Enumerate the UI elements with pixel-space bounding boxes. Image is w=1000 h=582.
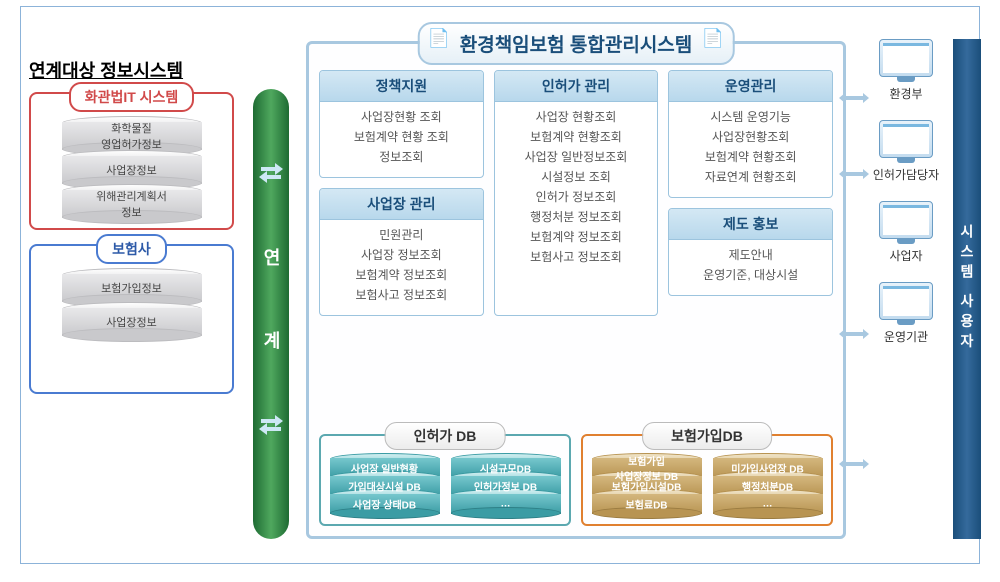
db-cylinder: 인허가정보 DB (451, 476, 561, 496)
module-site-mgmt: 사업장 관리 민원관리 사업장 정보조회 보험계약 정보조회 보험사고 정보조회 (319, 188, 484, 316)
db-box-permit: 인허가 DB 사업장 일반현황 가입대상시설 DB 사업장 상태DB 시설규모D… (319, 434, 571, 526)
sync-arrow-icon (257, 409, 285, 437)
db-cylinder: 사업장정보 (62, 156, 202, 184)
left-column: 화관법IT 시스템 화학물질영업허가정보 사업장정보 위해관리계획서정보 보험사… (29, 92, 234, 408)
db-cylinder: 보험가입사업장정보 DB (592, 458, 702, 478)
panel-header: 보험사 (96, 234, 167, 264)
db-cylinder: 시설규모DB (451, 458, 561, 478)
left-section-title: 연계대상 정보시스템 (29, 57, 183, 83)
user-business: 사업자 (851, 201, 961, 264)
db-section: 인허가 DB 사업장 일반현황 가입대상시설 DB 사업장 상태DB 시설규모D… (319, 434, 833, 526)
panel-insurer: 보험사 보험가입정보 사업장정보 (29, 244, 234, 394)
db-cylinder: 사업장정보 (62, 308, 202, 336)
bidir-arrow-icon (839, 457, 869, 471)
bidir-arrow-icon (839, 91, 869, 105)
db-cylinder: 사업장 일반현황 (330, 458, 440, 478)
center-system-box: 환경책임보험 통합관리시스템 정책지원 사업장현황 조회 보험계약 현황 조회 … (306, 41, 846, 539)
monitor-icon (879, 39, 933, 77)
db-cylinder: 행정처분DB (713, 476, 823, 496)
connector-bar: 연 계 (253, 89, 289, 539)
bidir-arrow-icon (839, 167, 869, 181)
db-cylinder: 화학물질영업허가정보 (62, 122, 202, 150)
bidir-arrow-icon (839, 327, 869, 341)
module-promo: 제도 홍보 제도안내 운영기준, 대상시설 (668, 208, 833, 296)
sync-arrow-icon (257, 157, 285, 185)
db-cylinder: 위해관리계획서정보 (62, 190, 202, 218)
module-ops-mgmt: 운영관리 시스템 운영기능 사업장현황조회 보험계약 현황조회 자료연계 현황조… (668, 70, 833, 198)
far-right-strip: 시스템 사용자 (953, 39, 981, 539)
panel-hwagwanbeop: 화관법IT 시스템 화학물질영업허가정보 사업장정보 위해관리계획서정보 (29, 92, 234, 230)
db-cylinder: 보험가입시설DB (592, 476, 702, 496)
system-users-label: 시스템 사용자 (957, 224, 977, 354)
module-permit-mgmt: 인허가 관리 사업장 현황조회 보험계약 현황조회 사업장 일반정보조회 시설정… (494, 70, 659, 316)
system-architecture-diagram: 연계대상 정보시스템 화관법IT 시스템 화학물질영업허가정보 사업장정보 위해… (21, 7, 979, 563)
center-title: 환경책임보험 통합관리시스템 (418, 22, 735, 65)
module-grid: 정책지원 사업장현황 조회 보험계약 현황 조회 정보조회 사업장 관리 민원관… (319, 70, 833, 316)
monitor-icon (879, 201, 933, 239)
panel-header: 화관법IT 시스템 (69, 82, 195, 112)
db-cylinder: 사업장 상태DB (330, 494, 440, 514)
db-box-insurance: 보험가입DB 보험가입사업장정보 DB 보험가입시설DB 보험료DB 미가입사업… (581, 434, 833, 526)
db-cylinder: 미가입사업장 DB (713, 458, 823, 478)
monitor-icon (879, 282, 933, 320)
db-cylinder: … (713, 494, 823, 514)
module-policy-support: 정책지원 사업장현황 조회 보험계약 현황 조회 정보조회 (319, 70, 484, 178)
db-cylinder: 보험료DB (592, 494, 702, 514)
db-cylinder: 가입대상시설 DB (330, 476, 440, 496)
db-cylinder: … (451, 494, 561, 514)
monitor-icon (879, 120, 933, 158)
db-cylinder: 보험가입정보 (62, 274, 202, 302)
connector-label: 연 계 (258, 248, 284, 379)
